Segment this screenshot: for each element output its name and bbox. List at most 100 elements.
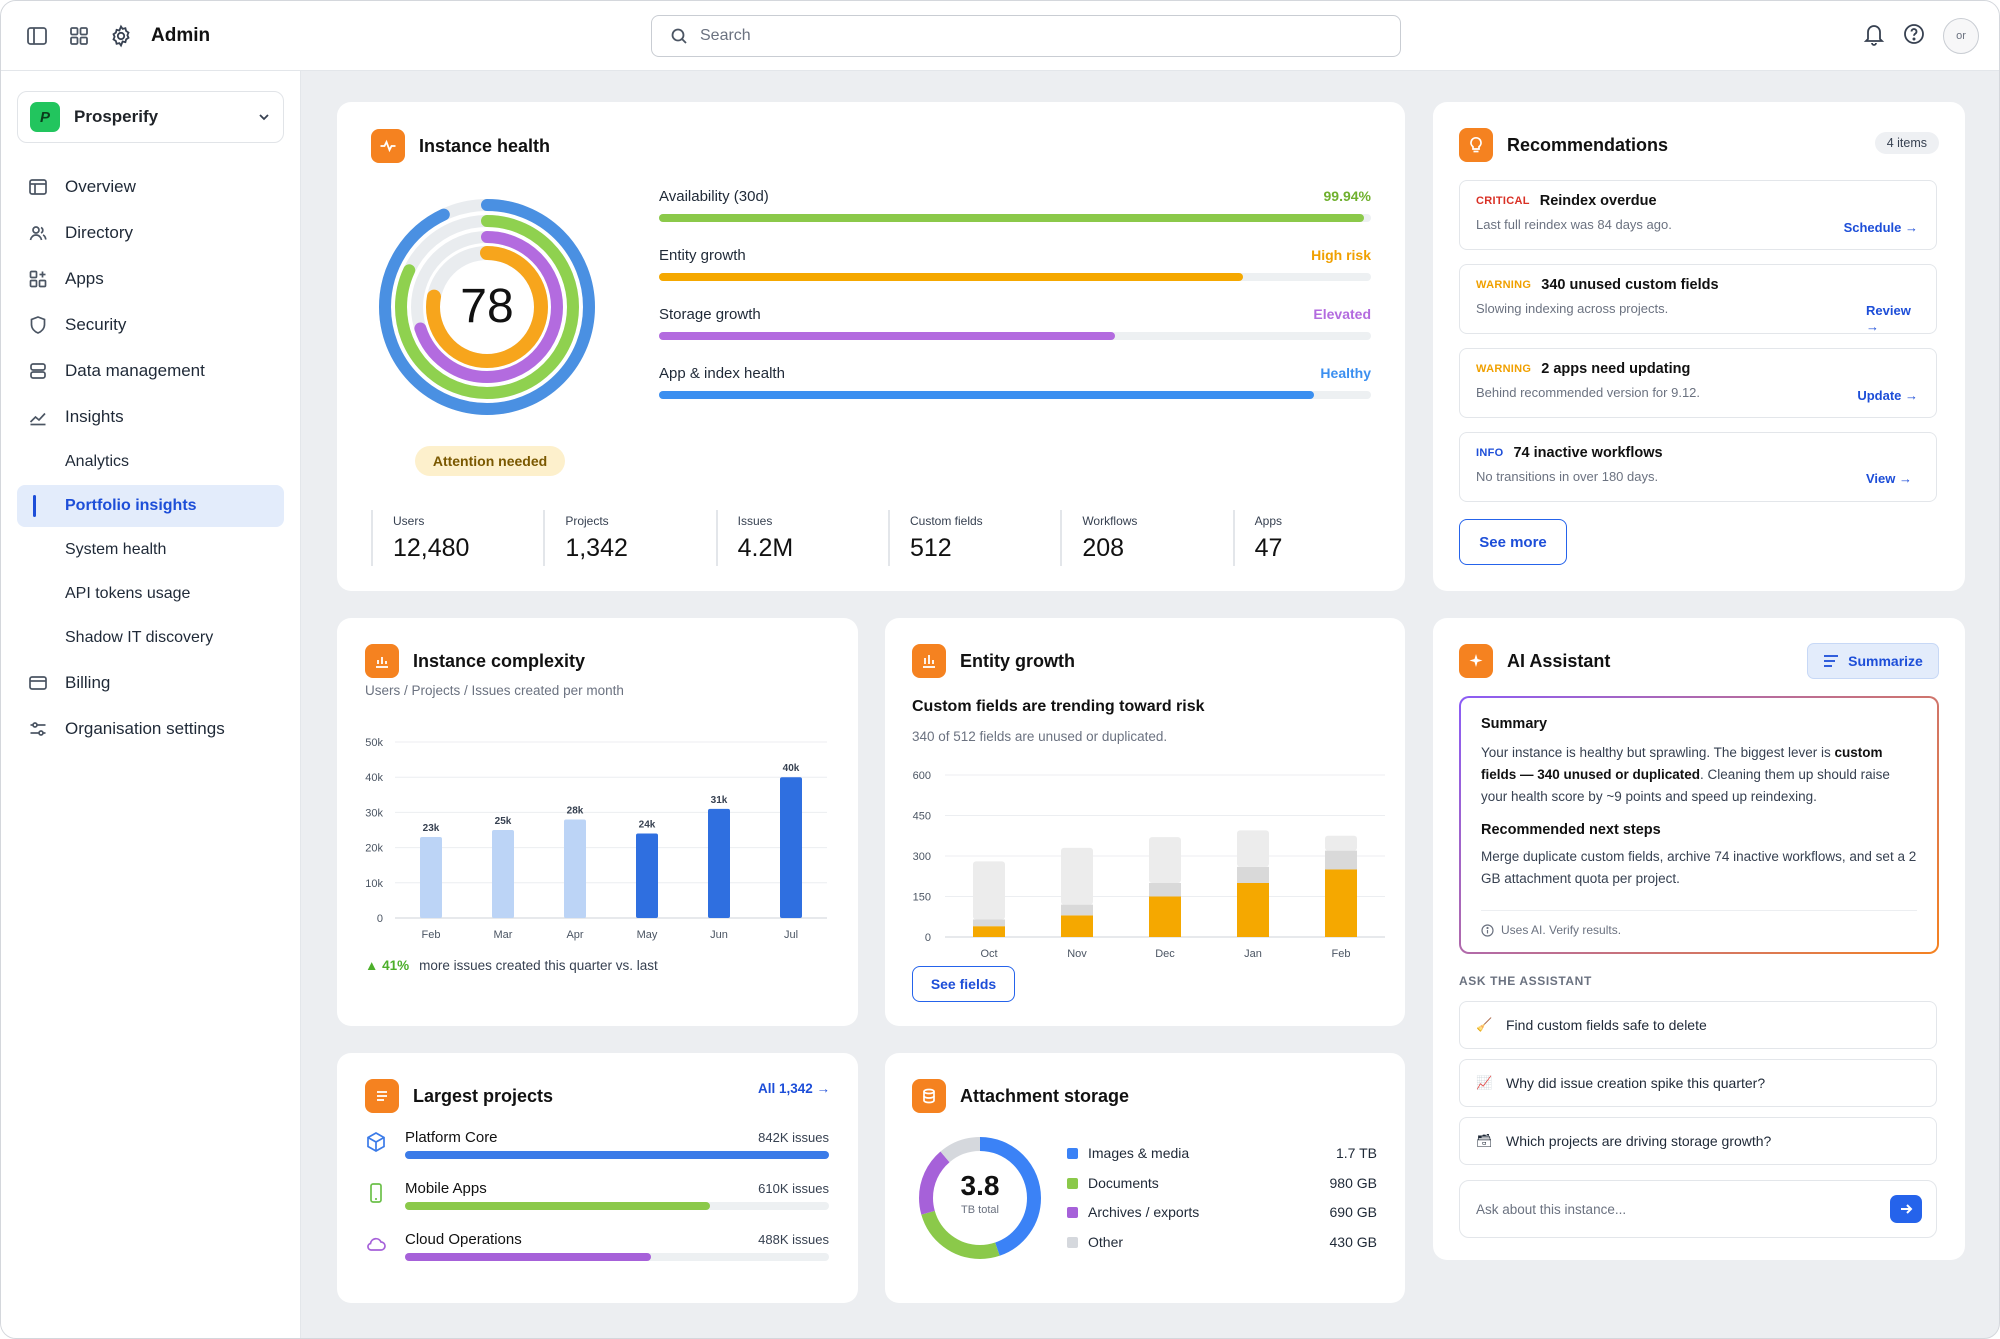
sidebar-item-insights[interactable]: Insights bbox=[17, 395, 284, 439]
stacked-bar-segment bbox=[1149, 883, 1181, 897]
see-more-button[interactable]: See more bbox=[1459, 519, 1567, 565]
stat-value: 12,480 bbox=[393, 534, 470, 562]
y-tick-label: 40k bbox=[365, 772, 383, 784]
metric-bar-track bbox=[659, 391, 1371, 399]
search-input[interactable]: Search bbox=[651, 15, 1401, 57]
x-tick-label: Nov bbox=[1067, 948, 1087, 960]
sidebar-item-overview[interactable]: Overview bbox=[17, 165, 284, 209]
project-issue-count: 488K issues bbox=[758, 1232, 829, 1247]
stat-value: 1,342 bbox=[565, 534, 628, 562]
sidebar-item-directory[interactable]: Directory bbox=[17, 211, 284, 255]
recommendation-item: INFO 74 inactive workflows No transitions … bbox=[1459, 432, 1937, 502]
donut-slice bbox=[919, 1137, 1041, 1259]
steps-title: Recommended next steps bbox=[1481, 822, 1661, 838]
grid-icon[interactable] bbox=[65, 22, 93, 50]
project-issue-count: 842K issues bbox=[758, 1130, 829, 1145]
bar-chart-icon bbox=[365, 644, 399, 678]
see-fields-button[interactable]: See fields bbox=[912, 966, 1015, 1002]
stat-value: 47 bbox=[1254, 534, 1283, 562]
avatar[interactable]: or bbox=[1943, 18, 1979, 54]
instance-complexity-card: Instance complexity Users / Projects / I… bbox=[337, 618, 858, 1026]
legend-item: Documents 980 GB bbox=[1067, 1175, 1377, 1191]
stat-item: Users 12,480 bbox=[371, 510, 543, 566]
sidebar-item-security[interactable]: Security bbox=[17, 303, 284, 347]
project-bar-track bbox=[405, 1253, 829, 1261]
lightbulb-icon bbox=[1459, 128, 1493, 162]
summarize-button[interactable]: Summarize bbox=[1807, 643, 1939, 679]
donut-slice bbox=[919, 1137, 1041, 1259]
storage-total: 3.8 bbox=[960, 1170, 1000, 1201]
sidebar-item-organisation-settings[interactable]: Organisation settings bbox=[17, 707, 284, 751]
sidebar-item-apps[interactable]: Apps bbox=[17, 257, 284, 301]
sidebar-subitem-analytics[interactable]: Analytics bbox=[65, 453, 130, 470]
send-button[interactable] bbox=[1890, 1195, 1922, 1223]
card-title: Largest projects bbox=[413, 1085, 554, 1106]
ask-input[interactable]: Ask about this instance... bbox=[1459, 1180, 1937, 1238]
bell-icon[interactable] bbox=[1863, 22, 1885, 51]
bar bbox=[780, 777, 802, 918]
sidebar-subitem-portfolio-insights[interactable]: Portfolio insights bbox=[17, 485, 284, 527]
ai-disclaimer: Uses AI. Verify results. bbox=[1501, 923, 1622, 937]
ask-suggestion[interactable]: 🗃 Which projects are driving storage grow… bbox=[1459, 1117, 1937, 1165]
health-metric-row: App & index health Healthy bbox=[659, 365, 1371, 405]
org-switcher[interactable]: P Prosperify bbox=[17, 91, 284, 143]
ask-suggestion[interactable]: 🧹 Find custom fields safe to delete bbox=[1459, 1001, 1937, 1049]
stat-label: Apps bbox=[1254, 514, 1282, 528]
delta-value: ▲ 41% bbox=[365, 958, 410, 973]
card-subtitle: Users / Projects / Issues created per mo… bbox=[365, 683, 624, 698]
stat-item: Projects 1,342 bbox=[543, 510, 715, 566]
summarize-label: Summarize bbox=[1848, 653, 1923, 669]
recommendation-action-link[interactable]: Schedule → bbox=[1843, 220, 1918, 235]
sidebar-item-data-management[interactable]: Data management bbox=[17, 349, 284, 393]
sidebar-subitem-api-tokens-usage[interactable]: API tokens usage bbox=[65, 585, 191, 602]
project-row[interactable]: Mobile Apps 610K issues bbox=[365, 1180, 829, 1224]
x-tick-label: May bbox=[637, 929, 658, 941]
help-icon[interactable] bbox=[1903, 23, 1925, 50]
chart-subtitle: 340 of 512 fields are unused or duplicat… bbox=[912, 729, 1168, 744]
project-name: Platform Core bbox=[405, 1129, 498, 1146]
search-placeholder: Search bbox=[700, 27, 751, 44]
recommendation-desc: Behind recommended version for 9.12. bbox=[1476, 385, 1701, 400]
stat-item: Apps 47 bbox=[1232, 510, 1405, 566]
card-title: Instance health bbox=[419, 135, 551, 156]
recommendation-action-link[interactable]: View → bbox=[1866, 471, 1913, 486]
y-tick-label: 450 bbox=[913, 811, 931, 823]
stat-value: 512 bbox=[909, 534, 952, 562]
bar-data-label: 25k bbox=[495, 816, 512, 827]
all-projects-link[interactable]: All 1,342 → bbox=[757, 1081, 830, 1096]
y-tick-label: 30k bbox=[365, 807, 383, 819]
bar-chart-icon bbox=[912, 644, 946, 678]
org-name: Prosperify bbox=[74, 107, 159, 126]
sidebar-subitem-shadow-it-discovery[interactable]: Shadow IT discovery bbox=[65, 629, 214, 646]
recommendation-action-link[interactable]: Update → bbox=[1857, 388, 1918, 403]
sidebar-item-billing[interactable]: Billing bbox=[17, 661, 284, 705]
health-score-rings bbox=[379, 199, 595, 415]
ask-input-placeholder: Ask about this instance... bbox=[1476, 1201, 1627, 1217]
suggestion-icon: 🗃 bbox=[1476, 1133, 1493, 1148]
instance-health-card: Instance health 78 Attention needed Avai… bbox=[337, 102, 1405, 591]
stacked-bar-segment bbox=[1325, 869, 1357, 937]
suggestion-text: Find custom fields safe to delete bbox=[1506, 1017, 1707, 1033]
stacked-bar-segment bbox=[1061, 847, 1093, 905]
sidebar-subitem-system-health[interactable]: System health bbox=[65, 541, 167, 558]
recommendation-desc: No transitions in over 180 days. bbox=[1476, 469, 1659, 484]
ask-suggestion[interactable]: 📈 Why did issue creation spike this quart… bbox=[1459, 1059, 1937, 1107]
x-tick-label: Dec bbox=[1155, 948, 1175, 960]
cube-icon bbox=[365, 1131, 387, 1158]
project-issue-count: 610K issues bbox=[758, 1181, 829, 1196]
y-tick-label: 10k bbox=[365, 878, 383, 890]
gear-icon[interactable] bbox=[107, 22, 135, 50]
bar bbox=[420, 837, 442, 918]
project-row[interactable]: Cloud Operations 488K issues bbox=[365, 1231, 829, 1275]
legend-value: 1.7 TB bbox=[1336, 1145, 1377, 1161]
cloud-icon bbox=[365, 1233, 387, 1260]
recommendation-action-link[interactable]: Review → bbox=[1866, 303, 1911, 334]
recommendation-item: WARNING 340 unused custom fields Slowing i… bbox=[1459, 264, 1937, 334]
suggestion-text: Why did issue creation spike this quarte… bbox=[1506, 1075, 1766, 1091]
card-title: AI Assistant bbox=[1507, 650, 1611, 671]
y-tick-label: 300 bbox=[913, 851, 931, 863]
project-bar-track bbox=[405, 1151, 829, 1159]
sidebar-toggle-icon[interactable] bbox=[23, 22, 51, 50]
project-row[interactable]: Platform Core 842K issues bbox=[365, 1129, 829, 1173]
card-title: Entity growth bbox=[960, 650, 1075, 671]
